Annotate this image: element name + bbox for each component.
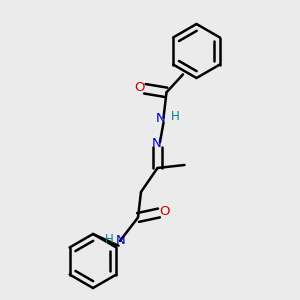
Text: N: N (116, 234, 125, 248)
Text: O: O (159, 205, 170, 218)
Text: N: N (152, 136, 162, 150)
Text: H: H (105, 233, 114, 246)
Text: O: O (134, 81, 145, 94)
Text: H: H (170, 110, 179, 123)
Text: N: N (156, 112, 166, 125)
